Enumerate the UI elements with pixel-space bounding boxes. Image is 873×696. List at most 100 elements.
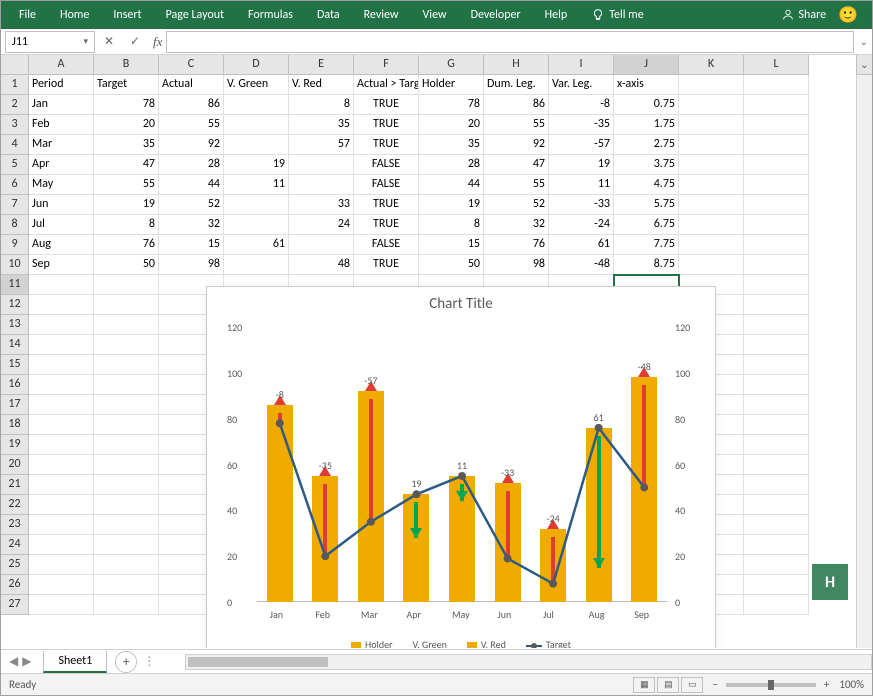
cell-B18[interactable]	[94, 415, 159, 435]
col-header-G[interactable]: G	[419, 55, 484, 75]
cell-F5[interactable]: FALSE	[354, 155, 419, 175]
cell-H4[interactable]: 92	[484, 135, 549, 155]
cell-A8[interactable]: Jul	[29, 215, 94, 235]
row-header-16[interactable]: 16	[1, 375, 29, 395]
cell-J10[interactable]: 8.75	[614, 255, 679, 275]
cell-G8[interactable]: 8	[419, 215, 484, 235]
cell-B6[interactable]: 55	[94, 175, 159, 195]
row-header-1[interactable]: 1	[1, 75, 29, 95]
cell-H7[interactable]: 52	[484, 195, 549, 215]
row-header-13[interactable]: 13	[1, 315, 29, 335]
cell-D10[interactable]	[224, 255, 289, 275]
ribbon-tab-home[interactable]: Home	[48, 1, 101, 29]
col-header-D[interactable]: D	[224, 55, 289, 75]
cell-A16[interactable]	[29, 375, 94, 395]
col-header-J[interactable]: J	[614, 55, 679, 75]
cell-D2[interactable]	[224, 95, 289, 115]
row-header-27[interactable]: 27	[1, 595, 29, 615]
fx-icon[interactable]: fx	[153, 34, 162, 50]
cell-B11[interactable]	[94, 275, 159, 295]
cell-F8[interactable]: TRUE	[354, 215, 419, 235]
cell-A2[interactable]: Jan	[29, 95, 94, 115]
add-sheet-button[interactable]: +	[115, 651, 137, 673]
cell-A24[interactable]	[29, 535, 94, 555]
ribbon-tab-developer[interactable]: Developer	[459, 1, 533, 29]
row-header-14[interactable]: 14	[1, 335, 29, 355]
cell-A22[interactable]	[29, 495, 94, 515]
ribbon-tab-review[interactable]: Review	[352, 1, 411, 29]
cell-C3[interactable]: 55	[159, 115, 224, 135]
cell-B15[interactable]	[94, 355, 159, 375]
cell-L16[interactable]	[744, 375, 809, 395]
cell-L27[interactable]	[744, 595, 809, 615]
row-header-21[interactable]: 21	[1, 475, 29, 495]
row-header-5[interactable]: 5	[1, 155, 29, 175]
cell-K10[interactable]	[679, 255, 744, 275]
cell-L7[interactable]	[744, 195, 809, 215]
row-header-3[interactable]: 3	[1, 115, 29, 135]
cell-G10[interactable]: 50	[419, 255, 484, 275]
col-header-L[interactable]: L	[744, 55, 809, 75]
cell-I4[interactable]: -57	[549, 135, 614, 155]
tellme-button[interactable]: Tell me	[579, 1, 656, 29]
cell-L20[interactable]	[744, 455, 809, 475]
row-header-22[interactable]: 22	[1, 495, 29, 515]
cell-I10[interactable]: -48	[549, 255, 614, 275]
cell-L6[interactable]	[744, 175, 809, 195]
cell-L5[interactable]	[744, 155, 809, 175]
cell-J4[interactable]: 2.75	[614, 135, 679, 155]
cell-E5[interactable]	[289, 155, 354, 175]
cell-D5[interactable]: 19	[224, 155, 289, 175]
row-header-24[interactable]: 24	[1, 535, 29, 555]
cell-F9[interactable]: FALSE	[354, 235, 419, 255]
cell-A17[interactable]	[29, 395, 94, 415]
cell-E2[interactable]: 8	[289, 95, 354, 115]
cell-H1[interactable]: Dum. Leg.	[484, 75, 549, 95]
cell-A4[interactable]: Mar	[29, 135, 94, 155]
cell-G7[interactable]: 19	[419, 195, 484, 215]
cell-A6[interactable]: May	[29, 175, 94, 195]
row-header-18[interactable]: 18	[1, 415, 29, 435]
row-header-19[interactable]: 19	[1, 435, 29, 455]
cell-E10[interactable]: 48	[289, 255, 354, 275]
ribbon-tab-view[interactable]: View	[411, 1, 459, 29]
cell-G9[interactable]: 15	[419, 235, 484, 255]
zoom-in-button[interactable]: +	[824, 678, 829, 691]
tab-split-handle[interactable]: ⋮	[137, 654, 161, 669]
ribbon-tab-insert[interactable]: Insert	[101, 1, 153, 29]
cell-K5[interactable]	[679, 155, 744, 175]
cancel-formula-button[interactable]: ✕	[97, 31, 121, 53]
col-header-C[interactable]: C	[159, 55, 224, 75]
cell-L9[interactable]	[744, 235, 809, 255]
cell-J7[interactable]: 5.75	[614, 195, 679, 215]
cell-J6[interactable]: 4.75	[614, 175, 679, 195]
cell-B17[interactable]	[94, 395, 159, 415]
cell-A14[interactable]	[29, 335, 94, 355]
cell-A12[interactable]	[29, 295, 94, 315]
cell-C9[interactable]: 15	[159, 235, 224, 255]
cell-G1[interactable]: Holder	[419, 75, 484, 95]
cell-D4[interactable]	[224, 135, 289, 155]
cell-G2[interactable]: 78	[419, 95, 484, 115]
row-header-15[interactable]: 15	[1, 355, 29, 375]
cell-F7[interactable]: TRUE	[354, 195, 419, 215]
row-header-8[interactable]: 8	[1, 215, 29, 235]
cell-A7[interactable]: Jun	[29, 195, 94, 215]
cell-H10[interactable]: 98	[484, 255, 549, 275]
cell-B14[interactable]	[94, 335, 159, 355]
cell-L22[interactable]	[744, 495, 809, 515]
cell-K4[interactable]	[679, 135, 744, 155]
cell-E7[interactable]: 33	[289, 195, 354, 215]
cell-A15[interactable]	[29, 355, 94, 375]
cell-B12[interactable]	[94, 295, 159, 315]
cell-J9[interactable]: 7.75	[614, 235, 679, 255]
view-pagelayout-button[interactable]: ▤	[657, 677, 679, 693]
cell-L14[interactable]	[744, 335, 809, 355]
cell-I6[interactable]: 11	[549, 175, 614, 195]
cell-J3[interactable]: 1.75	[614, 115, 679, 135]
ribbon-tab-formulas[interactable]: Formulas	[236, 1, 305, 29]
col-header-K[interactable]: K	[679, 55, 744, 75]
cell-L10[interactable]	[744, 255, 809, 275]
cell-L15[interactable]	[744, 355, 809, 375]
cell-D8[interactable]	[224, 215, 289, 235]
